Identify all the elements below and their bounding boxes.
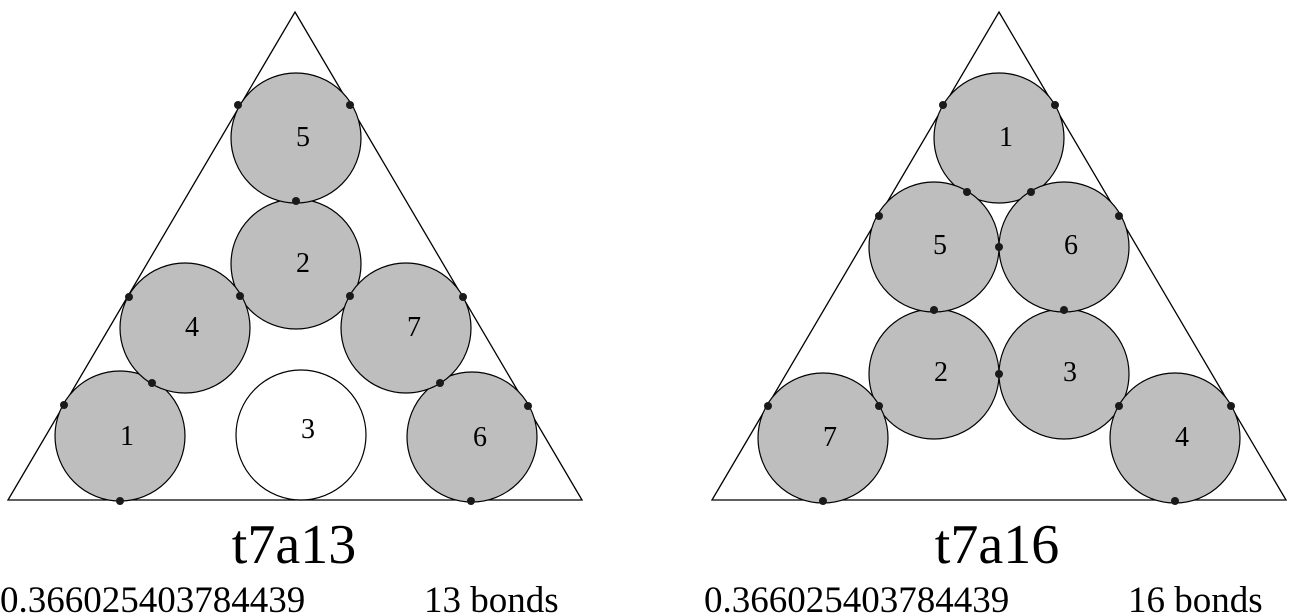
panel-t7a16: 1 2 3 4 5 6 7 t7a16 0.366025403784439 16	[704, 10, 1288, 616]
circle-label-2: 2	[934, 357, 948, 388]
bond-points	[60, 101, 532, 505]
circle-7	[340, 262, 472, 394]
circle-label-6: 6	[1064, 230, 1078, 261]
bond-point	[236, 292, 244, 300]
circle-6	[406, 371, 538, 503]
panel-title: t7a16	[935, 514, 1059, 576]
bond-point	[125, 293, 133, 301]
bond-point	[1060, 306, 1068, 314]
circle-3	[235, 369, 367, 501]
bond-point	[60, 401, 68, 409]
circle-label-7: 7	[823, 422, 837, 453]
panel-bonds: 13 bonds	[424, 580, 559, 616]
circle-label-5: 5	[296, 122, 310, 153]
circle-label-7: 7	[407, 312, 421, 343]
bond-point	[148, 379, 156, 387]
bond-point	[1027, 188, 1035, 196]
panel-value: 0.366025403784439	[704, 580, 1009, 616]
bond-point	[467, 497, 475, 505]
bond-point	[1171, 497, 1179, 505]
panel-title: t7a13	[232, 514, 356, 576]
bond-point	[234, 101, 242, 109]
triangle-outline	[710, 10, 1288, 501]
bond-point	[963, 188, 971, 196]
bond-point	[995, 370, 1003, 378]
bond-point	[875, 212, 883, 220]
circle-label-4: 4	[1175, 422, 1189, 453]
circle-label-3: 3	[1063, 357, 1077, 388]
bond-point	[1115, 402, 1123, 410]
bond-point	[875, 402, 883, 410]
bond-point	[346, 292, 354, 300]
bond-point	[1051, 101, 1059, 109]
circle-label-1: 1	[999, 122, 1013, 153]
circle-label-1: 1	[120, 421, 134, 452]
circle-1	[933, 72, 1065, 204]
bond-point	[819, 497, 827, 505]
bond-point	[764, 402, 772, 410]
bond-point	[346, 101, 354, 109]
bond-point	[939, 101, 947, 109]
bond-point	[116, 497, 124, 505]
panel-t7a13: 1 2 3 4 5 6 7 t7a13 0.366025403784439 13…	[0, 10, 584, 616]
circle-label-3: 3	[301, 414, 315, 445]
bond-points	[764, 101, 1235, 505]
bond-point	[1227, 402, 1235, 410]
bond-point	[524, 402, 532, 410]
bond-point	[1115, 212, 1123, 220]
circle-label-4: 4	[185, 312, 199, 343]
bond-point	[292, 197, 300, 205]
bond-point	[459, 293, 467, 301]
circle-label-2: 2	[296, 248, 310, 279]
circle-label-5: 5	[933, 230, 947, 261]
circle-4	[119, 262, 251, 394]
bond-point	[930, 306, 938, 314]
panel-value: 0.366025403784439	[0, 580, 305, 616]
bond-point	[436, 379, 444, 387]
panel-bonds: 16 bonds	[1128, 580, 1263, 616]
circle-label-6: 6	[473, 422, 487, 453]
bond-point	[995, 243, 1003, 251]
